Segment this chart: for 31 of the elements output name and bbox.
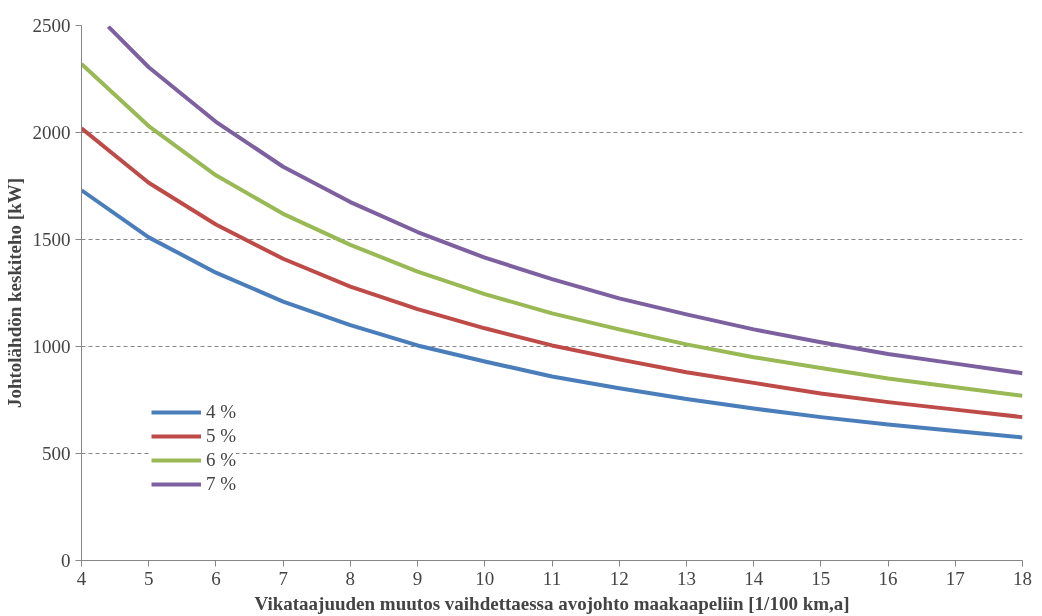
- line-series: [81, 126, 1023, 420]
- x-tick-label: 9: [412, 567, 423, 589]
- line-series: [106, 25, 1023, 376]
- line-series: [81, 62, 1023, 398]
- y-axis-title: Johtolähdön keskiteho [kW]: [3, 177, 25, 409]
- legend-label: 5 %: [206, 425, 237, 447]
- x-tick-label: 13: [676, 567, 696, 589]
- legend-label: 4 %: [206, 401, 237, 423]
- x-axis-title: Vikataajuuden muutos vaihdettaessa avojohto maakaapeliin [1/100 km,a]: [254, 592, 850, 614]
- x-tick-label: 6: [211, 567, 221, 589]
- legend-label: 7 %: [206, 473, 237, 495]
- y-tick-label: 0: [61, 550, 71, 571]
- y-tick-label: 2500: [32, 15, 71, 36]
- x-tick-label: 15: [811, 567, 831, 589]
- y-tick-label: 1500: [32, 229, 71, 250]
- x-tick-label: 11: [542, 567, 562, 589]
- line-series: [81, 188, 1023, 440]
- x-tick-label: 14: [744, 567, 764, 589]
- x-tick-label: 16: [878, 567, 898, 589]
- y-tick-label: 2000: [32, 122, 71, 143]
- y-tick-label: 1000: [32, 336, 71, 357]
- legend-label: 6 %: [206, 449, 237, 471]
- x-tick-label: 7: [278, 567, 288, 589]
- x-tick-label: 10: [475, 567, 495, 589]
- y-tick-label: 500: [42, 443, 71, 464]
- x-tick-label: 8: [345, 567, 356, 589]
- x-tick-label: 4: [76, 567, 87, 589]
- x-tick-label: 5: [143, 567, 154, 589]
- x-tick-label: 17: [945, 567, 965, 589]
- x-tick-label: 18: [1013, 567, 1032, 589]
- x-tick-label: 12: [609, 567, 629, 589]
